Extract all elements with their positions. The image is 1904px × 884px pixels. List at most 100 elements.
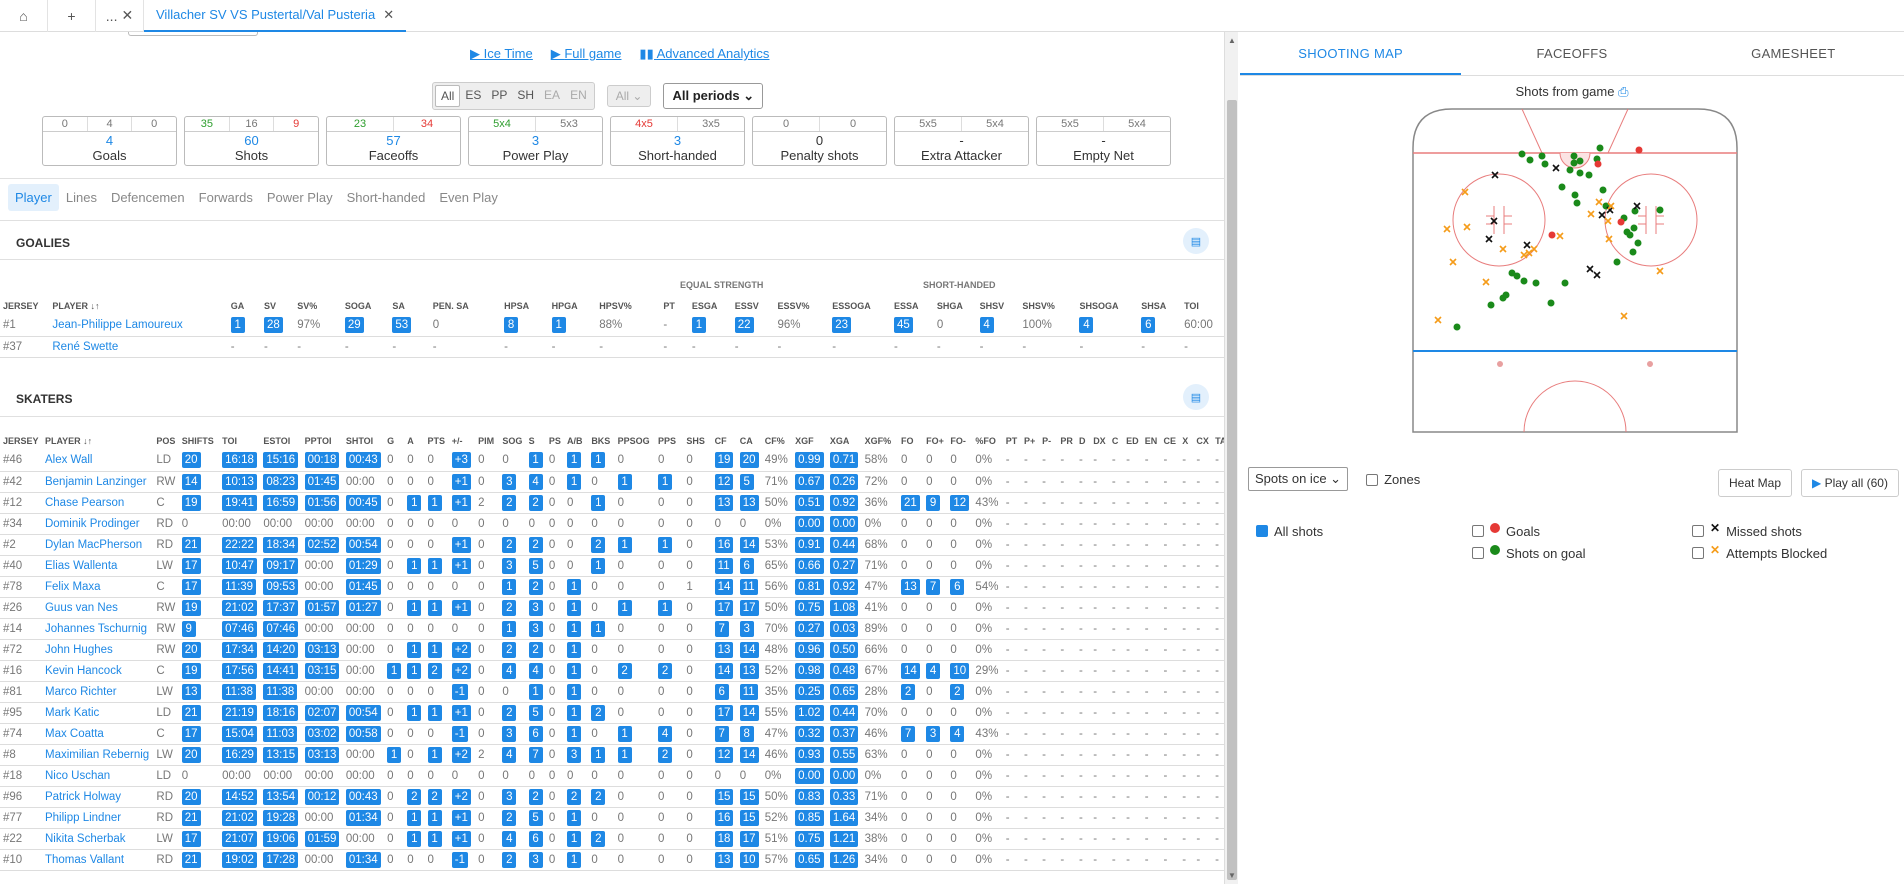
- column-header[interactable]: ESSV: [734, 301, 759, 311]
- column-header[interactable]: CF%: [764, 436, 785, 446]
- column-header[interactable]: SHSA: [1141, 301, 1167, 311]
- column-header[interactable]: SHSOGA: [1079, 301, 1119, 311]
- column-header[interactable]: XGF%: [864, 436, 892, 446]
- column-header[interactable]: SA: [392, 301, 405, 311]
- column-header[interactable]: S: [528, 436, 535, 446]
- scroll-thumb[interactable]: [1227, 100, 1237, 880]
- strength-sh[interactable]: SH: [517, 88, 535, 102]
- subtab-defencemen[interactable]: Defencemen: [110, 190, 185, 205]
- advanced-analytics-link[interactable]: ▮▮ Advanced Analytics: [639, 46, 770, 61]
- column-header[interactable]: PEN. SA: [432, 301, 469, 311]
- full-game-link[interactable]: ▶ Full game: [550, 46, 622, 61]
- column-header[interactable]: TOI: [1184, 301, 1199, 311]
- column-header[interactable]: POS: [156, 436, 176, 446]
- missed-checkbox[interactable]: ✕ Missed shots: [1692, 520, 1827, 542]
- close-icon[interactable]: ✕: [121, 7, 134, 23]
- column-header[interactable]: XGF: [795, 436, 814, 446]
- column-header[interactable]: SHGA: [936, 301, 963, 311]
- column-header[interactable]: PLAYER ↓↑: [52, 301, 100, 311]
- tab-faceoffs[interactable]: FACEOFFS: [1536, 46, 1608, 61]
- column-header[interactable]: ESSV%: [777, 301, 810, 311]
- periods-dropdown[interactable]: All periods ⌄: [663, 83, 764, 109]
- add-tab-button[interactable]: +: [48, 0, 96, 32]
- column-header[interactable]: C: [1111, 436, 1119, 446]
- column-header[interactable]: PIM: [478, 436, 495, 446]
- column-header[interactable]: PS: [548, 436, 561, 446]
- column-header[interactable]: PPS: [658, 436, 677, 446]
- column-header[interactable]: SOG: [502, 436, 523, 446]
- player-link[interactable]: Chase Pearson: [44, 496, 125, 509]
- blocked-checkbox[interactable]: ✕ Attempts Blocked: [1692, 542, 1827, 564]
- subtab-lines[interactable]: Lines: [65, 190, 97, 205]
- column-header[interactable]: PTS: [427, 436, 446, 446]
- strength-es[interactable]: ES: [465, 88, 482, 102]
- column-header[interactable]: TA: [1215, 436, 1224, 446]
- strength-ea[interactable]: EA: [544, 88, 561, 102]
- player-link[interactable]: Max Coatta: [44, 727, 104, 740]
- scroll-up-icon[interactable]: ▲: [1228, 36, 1236, 45]
- goals-checkbox[interactable]: Goals: [1472, 520, 1586, 542]
- column-header[interactable]: ESGA: [691, 301, 718, 311]
- strength-en[interactable]: EN: [570, 88, 587, 102]
- column-header[interactable]: ED: [1126, 436, 1139, 446]
- player-link[interactable]: Alex Wall: [44, 454, 93, 467]
- column-header[interactable]: FO-: [950, 436, 966, 446]
- subtab-short-handed[interactable]: Short-handed: [346, 190, 426, 205]
- column-header[interactable]: A: [407, 436, 414, 446]
- column-header[interactable]: CA: [739, 436, 753, 446]
- column-header[interactable]: SHSV%: [1022, 301, 1055, 311]
- player-link[interactable]: Dylan MacPherson: [44, 538, 143, 551]
- tab-game[interactable]: Villacher SV VS Pustertal/Val Pusteria ✕: [144, 0, 407, 32]
- column-header[interactable]: SHIFTS: [181, 436, 214, 446]
- goalies-export-button[interactable]: ▤: [1183, 228, 1209, 254]
- spots-select[interactable]: Spots on ice ⌄: [1248, 467, 1349, 491]
- zones-checkbox[interactable]: Zones: [1366, 472, 1420, 487]
- column-header[interactable]: ESTOI: [263, 436, 291, 446]
- close-icon[interactable]: ✕: [383, 6, 395, 22]
- player-link[interactable]: Thomas Vallant: [44, 853, 125, 866]
- column-header[interactable]: PLAYER ↓↑: [44, 436, 93, 446]
- column-header[interactable]: PT: [663, 301, 675, 311]
- subtab-even-play[interactable]: Even Play: [439, 190, 498, 205]
- scrollbar[interactable]: ▲ ▼: [1224, 32, 1238, 884]
- player-link[interactable]: Kevin Hancock: [44, 664, 122, 677]
- player-link[interactable]: Nico Uschan: [44, 769, 111, 782]
- column-header[interactable]: XGA: [829, 436, 850, 446]
- column-header[interactable]: GA: [230, 301, 245, 311]
- column-header[interactable]: CF: [714, 436, 727, 446]
- player-link[interactable]: Johannes Tschurnig: [44, 622, 148, 635]
- player-link[interactable]: Maximilian Rebernig: [44, 748, 150, 761]
- column-header[interactable]: SHTOI: [345, 436, 374, 446]
- player-link[interactable]: Marco Richter: [44, 685, 117, 698]
- column-header[interactable]: CE: [1163, 436, 1177, 446]
- strength-all[interactable]: All: [435, 85, 461, 107]
- player-link[interactable]: Philipp Lindner: [44, 811, 122, 824]
- column-header[interactable]: SV: [263, 301, 276, 311]
- tab-gamesheet[interactable]: GAMESHEET: [1751, 46, 1836, 61]
- subtab-forwards[interactable]: Forwards: [198, 190, 253, 205]
- column-header[interactable]: A/B: [567, 436, 583, 446]
- column-header[interactable]: PPSOG: [617, 436, 650, 446]
- player-link[interactable]: Elias Wallenta: [44, 559, 118, 572]
- column-header[interactable]: P+: [1023, 436, 1036, 446]
- column-header[interactable]: X: [1182, 436, 1189, 446]
- player-link[interactable]: Dominik Prodinger: [44, 517, 140, 530]
- column-header[interactable]: %FO: [975, 436, 996, 446]
- play-all-button[interactable]: ▶ Play all (60): [1801, 469, 1899, 497]
- column-header[interactable]: D: [1079, 436, 1086, 446]
- ice-time-link[interactable]: ▶ Ice Time: [470, 46, 533, 61]
- column-header[interactable]: +/-: [451, 436, 463, 446]
- column-header[interactable]: SHSV: [979, 301, 1005, 311]
- subtab-player[interactable]: Player: [8, 184, 59, 211]
- column-header[interactable]: ESSOGA: [832, 301, 871, 311]
- player-link[interactable]: Benjamin Lanzinger: [44, 475, 147, 488]
- column-header[interactable]: FO+: [926, 436, 944, 446]
- home-button[interactable]: ⌂: [0, 0, 48, 32]
- scroll-down-icon[interactable]: ▼: [1228, 871, 1236, 880]
- column-header[interactable]: PT: [1005, 436, 1018, 446]
- team-dropdown[interactable]: All ⌄: [606, 85, 652, 107]
- sog-checkbox[interactable]: Shots on goal: [1472, 542, 1586, 564]
- column-header[interactable]: JERSEY: [3, 436, 39, 446]
- player-link[interactable]: John Hughes: [44, 643, 113, 656]
- print-icon[interactable]: ⎙: [1618, 84, 1629, 99]
